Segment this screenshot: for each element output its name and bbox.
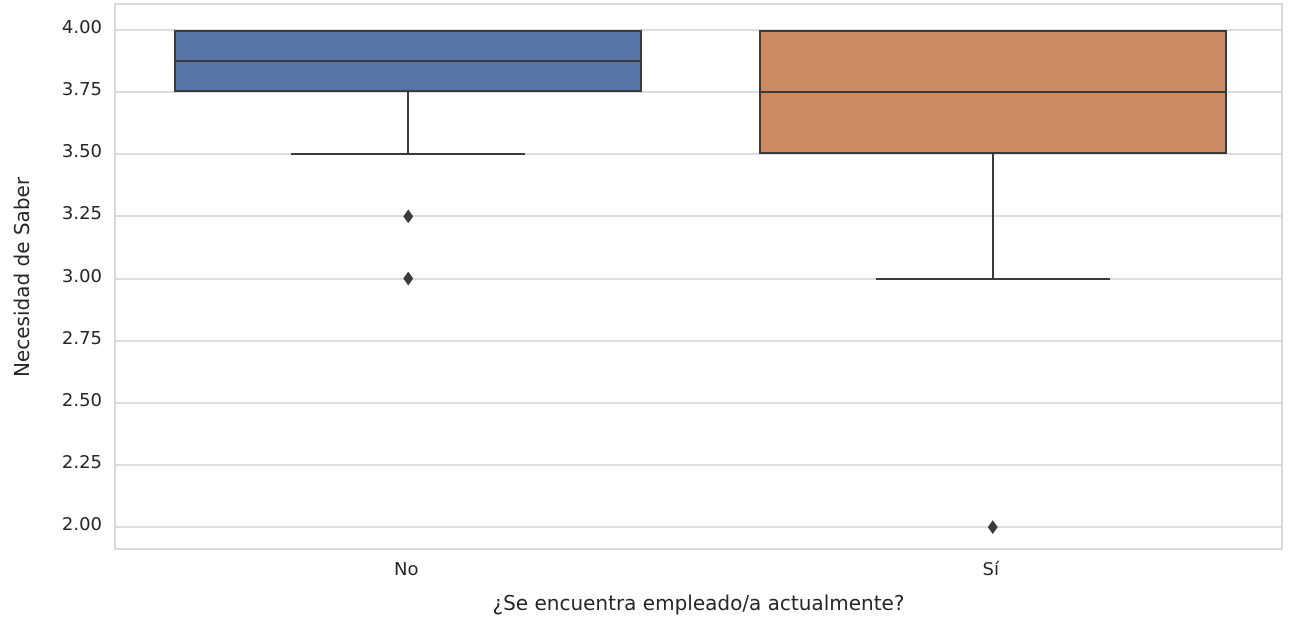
y-gridline (116, 339, 1281, 342)
y-tick-label: 2.00 (61, 514, 102, 536)
plot-area (114, 3, 1283, 550)
y-gridline (116, 401, 1281, 404)
y-tick-label: 3.25 (61, 203, 102, 225)
x-tick-label: Sí (982, 559, 999, 580)
y-gridline (116, 463, 1281, 466)
y-tick-label: 3.00 (61, 265, 102, 287)
median-line (758, 91, 1227, 94)
y-gridline (116, 277, 1281, 280)
y-tick-label: 3.75 (61, 79, 102, 101)
y-gridline (116, 153, 1281, 156)
whisker-line (407, 92, 410, 155)
y-gridline (116, 526, 1281, 529)
median-line (174, 59, 643, 62)
y-gridline (116, 91, 1281, 94)
whisker-cap (875, 277, 1110, 280)
y-gridline (116, 215, 1281, 218)
y-tick-label: 2.75 (61, 327, 102, 349)
y-tick-label: 3.50 (61, 141, 102, 163)
whisker-cap (291, 153, 526, 156)
outlier-marker (403, 209, 414, 224)
whisker-line (991, 154, 994, 279)
y-tick-label: 2.50 (61, 389, 102, 411)
outlier-marker (987, 520, 998, 535)
y-gridline (116, 28, 1281, 31)
outlier-marker (403, 271, 414, 286)
x-tick-label: No (394, 559, 419, 580)
y-tick-label: 4.00 (61, 16, 102, 38)
y-tick-label: 2.25 (61, 451, 102, 473)
x-axis-label: ¿Se encuentra empleado/a actualmente? (492, 591, 905, 615)
y-axis-label: Necesidad de Saber (10, 176, 34, 378)
